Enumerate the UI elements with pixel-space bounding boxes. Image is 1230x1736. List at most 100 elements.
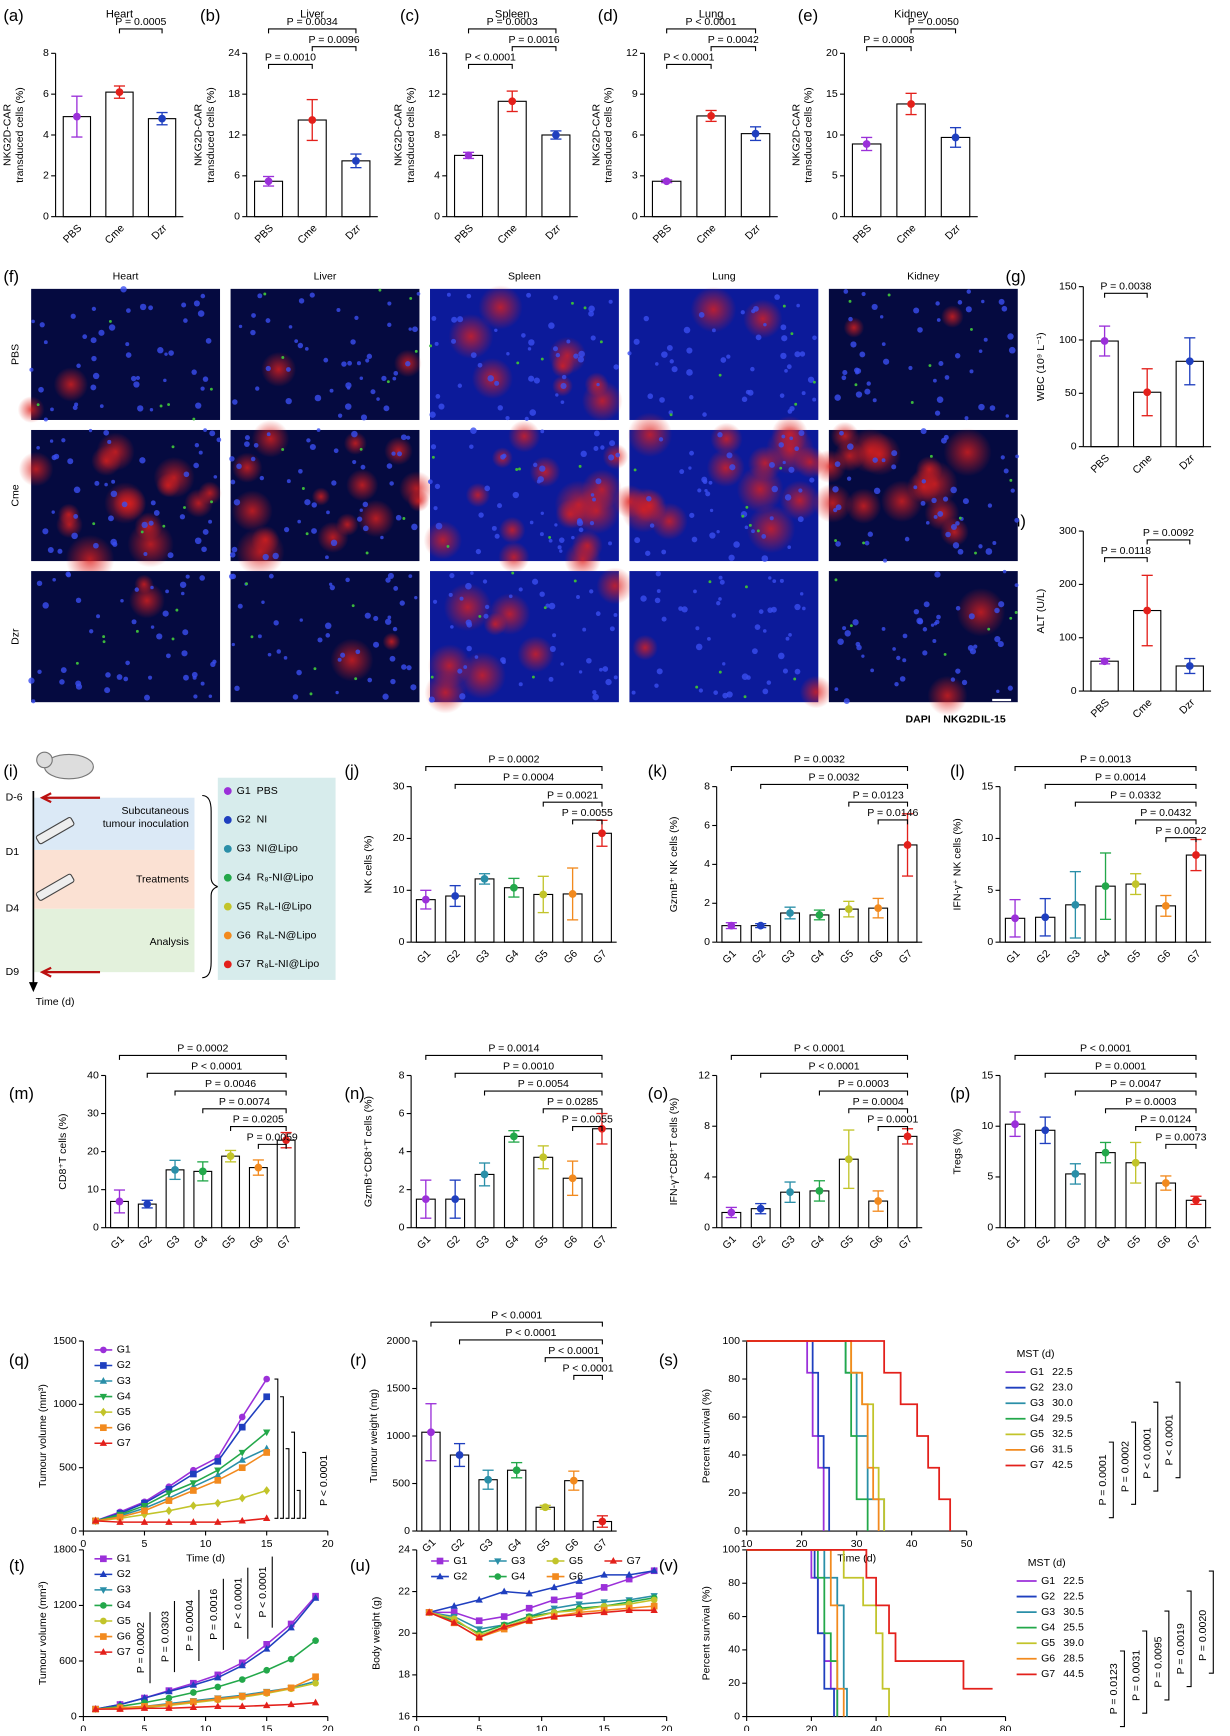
texture (994, 636, 1001, 643)
texture (107, 439, 112, 445)
texture (1014, 611, 1018, 614)
texture (643, 315, 649, 322)
significance-bracket (818, 1090, 909, 1096)
x-tick-label: PBS (1089, 452, 1112, 475)
texture (645, 550, 651, 556)
texture (782, 668, 789, 674)
texture (131, 619, 137, 625)
bar (541, 134, 571, 218)
p-value: P = 0.0074 (219, 1096, 270, 1108)
significance-bracket (1014, 766, 1197, 772)
texture (539, 591, 545, 597)
texture (543, 606, 547, 610)
legend-label: G4 (1041, 1621, 1055, 1633)
texture (73, 486, 81, 494)
texture (354, 315, 359, 321)
y-tick-label: 40 (87, 1069, 99, 1081)
texture (297, 519, 301, 524)
panel-title: Liver (300, 8, 324, 20)
marker (165, 1518, 173, 1525)
marker (650, 1606, 658, 1613)
x-tick-label: 10 (536, 1724, 548, 1731)
texture (596, 567, 634, 605)
texture (261, 351, 297, 387)
y-axis-label: transduced cells (%) (405, 87, 417, 183)
texture (337, 413, 343, 418)
texture (137, 405, 144, 412)
texture (121, 501, 128, 508)
texture (359, 376, 364, 380)
texture (521, 333, 526, 338)
texture (325, 555, 329, 560)
texture (367, 677, 373, 683)
p-value: P = 0.0034 (287, 16, 338, 28)
x-tick-label: G6 (562, 1233, 581, 1252)
texture (1014, 583, 1019, 588)
texture (842, 626, 847, 631)
texture (809, 477, 815, 483)
texture (340, 652, 346, 658)
y-axis-label: NKG2D-CAR (590, 104, 602, 167)
mean-dot (903, 1132, 912, 1141)
micrograph (18, 428, 222, 584)
marker (91, 1705, 100, 1712)
x-tick-label: G1 (415, 1233, 434, 1252)
texture (729, 464, 736, 471)
panel-label: (s) (659, 1350, 678, 1369)
x-tick-label: Dzr (343, 222, 363, 242)
texture (564, 541, 601, 578)
texture (768, 461, 775, 468)
p-value: P = 0.0001 (1095, 1060, 1146, 1072)
texture (28, 677, 35, 684)
texture (553, 295, 558, 301)
texture (432, 599, 438, 604)
series-line (95, 1451, 268, 1522)
y-axis-label: GzmB⁺CD8⁺T cells (%) (363, 1096, 375, 1207)
y-tick-label: 4 (704, 1171, 710, 1183)
texture (370, 389, 376, 395)
mean-dot (568, 890, 577, 898)
texture (428, 479, 433, 485)
mean-dot (480, 1170, 489, 1179)
texture (548, 602, 556, 610)
p-value: P < 0.0001 (1142, 1428, 1154, 1479)
texture (955, 521, 960, 526)
texture (140, 530, 144, 534)
texture (592, 693, 599, 701)
texture (794, 668, 801, 675)
marker (140, 1503, 149, 1510)
texture (498, 541, 530, 573)
mean-dot (815, 911, 824, 919)
texture (193, 300, 200, 307)
texture (306, 438, 311, 443)
legend-mst: 39.0 (1063, 1637, 1084, 1649)
legend-label: G5 (117, 1406, 131, 1418)
group-name: NI@Lipo (257, 843, 298, 855)
x-tick-label: 10 (200, 1724, 212, 1731)
texture (781, 434, 786, 439)
texture (955, 668, 961, 674)
texture (17, 396, 45, 423)
bar (1095, 1152, 1116, 1229)
texture (482, 579, 488, 584)
mean-dot (539, 890, 548, 899)
marker (165, 1485, 173, 1493)
texture (708, 580, 712, 584)
texture (902, 658, 907, 663)
texture (52, 577, 56, 582)
y-tick-label: 100 (722, 1335, 740, 1347)
texture (923, 601, 930, 608)
texture (43, 340, 48, 345)
texture (141, 521, 148, 529)
micrograph (812, 421, 1020, 563)
texture (932, 378, 937, 383)
texture (518, 467, 521, 471)
marker (550, 1612, 558, 1620)
significance-bracket (1044, 783, 1197, 789)
texture (389, 655, 396, 662)
legend-title: MST (d) (1017, 1348, 1055, 1360)
significance-bracket (572, 1126, 603, 1132)
texture (560, 382, 567, 389)
panel-title: Heart (106, 8, 133, 20)
marker (190, 1698, 197, 1706)
